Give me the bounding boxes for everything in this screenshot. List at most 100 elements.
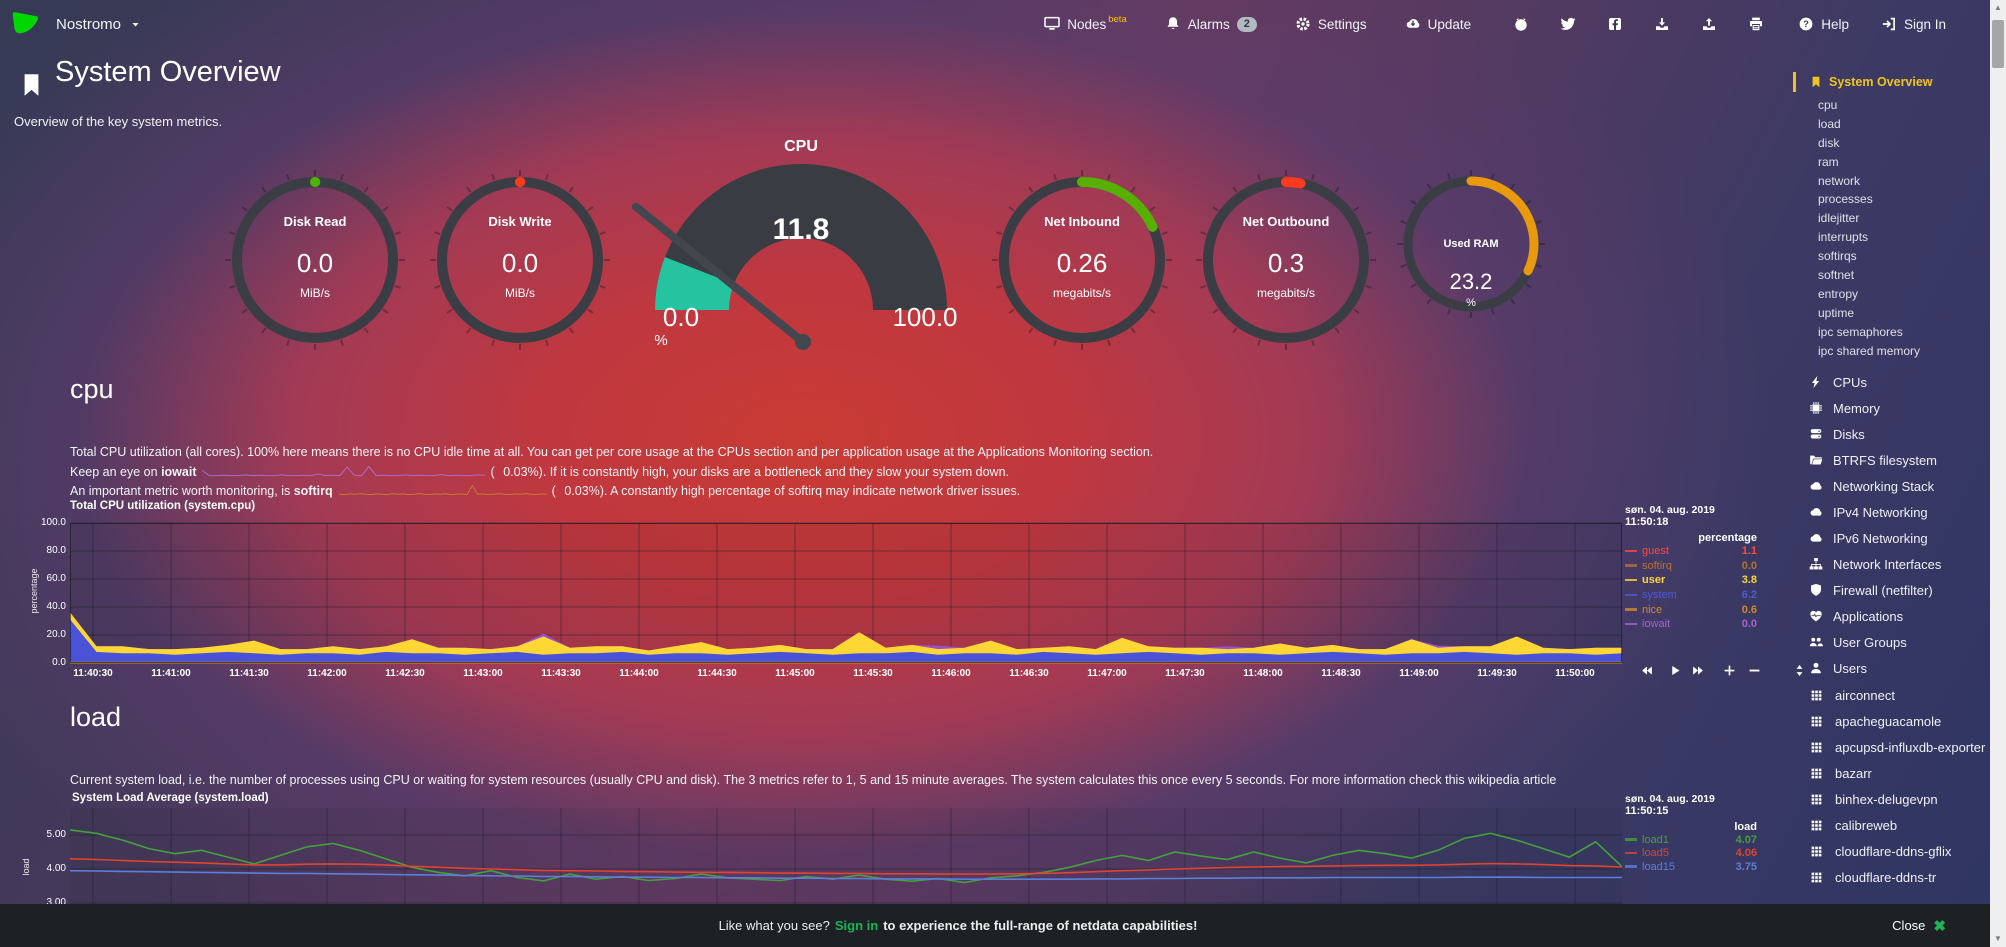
- sidebar-item-disks[interactable]: Disks: [1793, 421, 1990, 447]
- legend-time: 11:50:18: [1625, 516, 1669, 528]
- iowait-value: 0.03%: [503, 464, 539, 479]
- sidebar-item-apacheguacamole[interactable]: apacheguacamole: [1793, 708, 1990, 734]
- nav-export-button[interactable]: [1701, 16, 1717, 32]
- legend-row-load5[interactable]: load5 4.06: [1625, 847, 1757, 861]
- sidebar-item-btrfs-filesystem[interactable]: BTRFS filesystem: [1793, 447, 1990, 473]
- grid-icon: [1810, 793, 1823, 806]
- sidebar-item-network[interactable]: network: [1818, 173, 1861, 188]
- nav-settings[interactable]: Settings: [1295, 16, 1367, 32]
- sidebar-item-idlejitter[interactable]: idlejitter: [1818, 211, 1860, 226]
- svg-text:?: ?: [1803, 19, 1809, 30]
- legend-row-nice[interactable]: nice 0.6: [1625, 602, 1757, 617]
- sidebar-item-load[interactable]: load: [1818, 116, 1841, 131]
- cpu-chart-legend: søn. 04. aug. 2019 11:50:18 percentage gues…: [1625, 504, 1757, 632]
- sidebar-item-networking-stack[interactable]: Networking Stack: [1793, 473, 1990, 499]
- sidebar-item-uptime[interactable]: uptime: [1818, 305, 1855, 320]
- sidebar-item-softnet[interactable]: softnet: [1818, 268, 1855, 283]
- sidebar-item-airconnect[interactable]: airconnect: [1793, 682, 1990, 708]
- gauge-net-inbound[interactable]: Net Inbound 0.26 megabits/s: [987, 165, 1177, 355]
- gauge-label: CPU: [784, 138, 818, 155]
- nav-nodes-beta: beta: [1108, 13, 1127, 25]
- sidebar-item-cpu[interactable]: cpu: [1818, 98, 1838, 112]
- sidebar-item-calibreweb[interactable]: calibreweb: [1793, 812, 1990, 838]
- chevron-down-icon[interactable]: [130, 19, 141, 30]
- sidebar-item-firewall-netfilter-[interactable]: Firewall (netfilter): [1793, 577, 1990, 603]
- page-scrollbar[interactable]: ▲ ▼: [1990, 0, 2006, 947]
- sidebar-item-ipv6-networking[interactable]: IPv6 Networking: [1793, 525, 1990, 551]
- plus-icon[interactable]: [1723, 664, 1736, 677]
- fast-forward-icon[interactable]: [1692, 664, 1705, 677]
- legend-row-load15[interactable]: load15 3.75: [1625, 860, 1757, 874]
- signin-link[interactable]: Sign in: [834, 918, 879, 933]
- nav-help[interactable]: ? Help: [1798, 16, 1849, 32]
- sidebar-item-ipv4-networking[interactable]: IPv4 Networking: [1793, 499, 1990, 525]
- cpu-x-tick: 11:42:30: [385, 668, 425, 679]
- rewind-icon[interactable]: [1640, 664, 1653, 677]
- gauge-value: 0.0: [501, 248, 539, 278]
- nav-import-button[interactable]: [1654, 16, 1670, 32]
- nav-signin[interactable]: Sign In: [1881, 16, 1946, 32]
- sidebar-item-binhex-delugevpn[interactable]: binhex-delugevpn: [1793, 786, 1990, 812]
- play-icon[interactable]: [1669, 664, 1682, 677]
- nav-alarms-label: Alarms: [1187, 16, 1230, 32]
- sidebar-item-cpus[interactable]: CPUs: [1793, 369, 1990, 395]
- gauge-disk-write[interactable]: Disk Write 0.0 MiB/s: [425, 165, 615, 355]
- gauge-used-ram[interactable]: Used RAM 23.2%: [1396, 169, 1546, 319]
- nav-alarms[interactable]: Alarms 2: [1165, 16, 1257, 32]
- cpu-chart-plot[interactable]: [70, 518, 1622, 668]
- sidebar-item-system-overview[interactable]: System Overview: [1793, 72, 1990, 92]
- sidebar-item-ram[interactable]: ram: [1818, 154, 1839, 169]
- nav-github-button[interactable]: [1513, 16, 1529, 32]
- gauge-unit: megabits/s: [1256, 286, 1316, 300]
- nav-update[interactable]: Update: [1405, 16, 1471, 32]
- gauge-disk-read[interactable]: Disk Read 0.0 MiB/s: [220, 165, 410, 355]
- scrollbar-down-arrow[interactable]: ▼: [1994, 934, 2002, 943]
- sidebar-item-softirqs[interactable]: softirqs: [1818, 249, 1857, 264]
- cpu-x-tick: 11:41:30: [229, 668, 269, 679]
- cpu-x-tick: 11:42:00: [307, 668, 347, 679]
- sidebar-item-interrupts[interactable]: interrupts: [1818, 230, 1869, 245]
- scrollbar-up-arrow[interactable]: ▲: [1994, 3, 2002, 12]
- legend-row-iowait[interactable]: iowait 0.0: [1625, 617, 1757, 632]
- sidebar-item-ipc-semaphores[interactable]: ipc semaphores: [1818, 324, 1903, 339]
- cpu-x-tick: 11:49:00: [1399, 668, 1439, 679]
- nav-print-button[interactable]: [1748, 16, 1764, 32]
- sidebar-item-entropy[interactable]: entropy: [1818, 286, 1859, 301]
- cpu-x-tick: 11:50:00: [1555, 668, 1595, 679]
- legend-row-user[interactable]: user 3.8: [1625, 573, 1757, 588]
- sidebar-item-applications[interactable]: Applications: [1793, 603, 1990, 629]
- scrollbar-thumb[interactable]: [1992, 20, 2004, 68]
- cpu-x-tick: 11:45:30: [853, 668, 893, 679]
- softirq-sparkline[interactable]: [338, 484, 547, 497]
- close-banner-button[interactable]: Close ✖: [1892, 917, 1946, 935]
- gauge-label: Net Inbound: [1044, 214, 1120, 229]
- gauge-net-outbound[interactable]: Net Outbound 0.3 megabits/s: [1191, 165, 1381, 355]
- legend-row-load1[interactable]: load1 4.07: [1625, 833, 1757, 847]
- legend-units: percentage: [1698, 532, 1757, 544]
- sidebar-item-memory[interactable]: Memory: [1793, 395, 1990, 421]
- sidebar-item-users[interactable]: Users: [1793, 655, 1990, 681]
- nav-facebook-button[interactable]: [1607, 16, 1623, 32]
- gauge-cpu[interactable]: CPU 11.8 0.0 100.0%: [631, 120, 971, 355]
- sidebar-item-ipc-shared-memory[interactable]: ipc shared memory: [1818, 343, 1921, 358]
- sidebar-item-user-groups[interactable]: User Groups: [1793, 629, 1990, 655]
- iowait-sparkline[interactable]: [202, 465, 486, 478]
- cpu-x-tick: 11:48:00: [1243, 668, 1283, 679]
- sidebar-item-bazarr[interactable]: bazarr: [1793, 760, 1990, 786]
- sidebar-item-cloudflare-ddns-tr[interactable]: cloudflare-ddns-tr: [1793, 864, 1990, 890]
- legend-row-softirq[interactable]: softirq 0.0: [1625, 559, 1757, 574]
- legend-row-guest[interactable]: guest 1.1: [1625, 544, 1757, 559]
- sidebar-item-apcupsd-influxdb-exporter[interactable]: apcupsd-influxdb-exporter: [1793, 734, 1990, 760]
- sidebar-item-disk[interactable]: disk: [1818, 135, 1840, 150]
- legend-row-system[interactable]: system 6.2: [1625, 588, 1757, 603]
- sidebar-item-cloudflare-ddns-gflix[interactable]: cloudflare-ddns-gflix: [1793, 838, 1990, 864]
- netdata-logo[interactable]: [10, 9, 40, 39]
- sidebar-item-processes[interactable]: processes: [1818, 192, 1873, 207]
- nav-twitter-button[interactable]: [1560, 16, 1576, 32]
- updown-icon[interactable]: [1793, 664, 1806, 677]
- hostname-dropdown[interactable]: Nostromo: [56, 15, 122, 33]
- nav-nodes[interactable]: Nodes beta: [1044, 13, 1127, 32]
- sidebar-item-network-interfaces[interactable]: Network Interfaces: [1793, 551, 1990, 577]
- cpu-y-tick: 60.0: [46, 573, 66, 584]
- minus-icon[interactable]: [1748, 664, 1761, 677]
